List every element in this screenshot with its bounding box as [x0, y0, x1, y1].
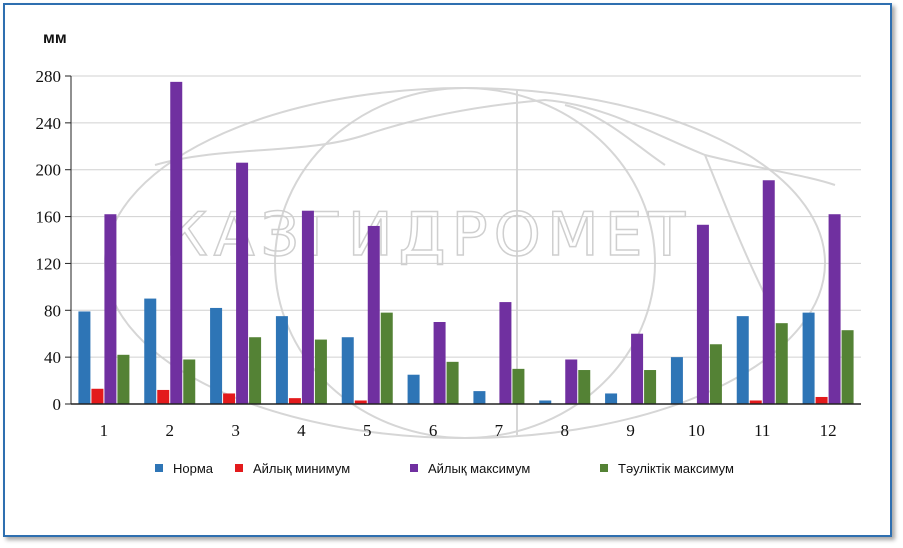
bar-айлық-максимум	[170, 81, 183, 404]
legend-swatch	[155, 464, 163, 472]
bar-тәуліктік-максимум	[644, 370, 657, 404]
x-axis: 1 2 3 4 5 6 7 8 9 10 11 12	[71, 403, 861, 440]
bar-айлық-минимум	[354, 400, 367, 404]
bar-айлық-максимум	[433, 322, 446, 404]
bar-норма	[275, 316, 288, 404]
bar-айлық-минимум	[288, 398, 301, 404]
bar-норма	[78, 311, 91, 404]
bar-айлық-минимум	[749, 400, 762, 404]
bars	[78, 81, 854, 404]
bar-айлық-минимум	[157, 389, 170, 404]
y-axis-unit-label: мм	[43, 30, 67, 47]
bar-норма	[670, 357, 683, 404]
bar-норма	[539, 400, 552, 404]
y-tick-label: 0	[53, 395, 62, 414]
bar-айлық-максимум	[828, 214, 841, 404]
legend-label: Тәуліктік максимум	[618, 461, 734, 476]
bar-айлық-максимум	[631, 333, 644, 404]
gridlines	[71, 75, 861, 358]
x-tick-label: 12	[820, 421, 837, 440]
bar-тәуліктік-максимум	[314, 339, 327, 404]
bar-тәуліктік-максимум	[841, 330, 854, 404]
bar-норма	[802, 312, 815, 404]
bar-айлық-минимум	[223, 393, 236, 404]
bar-норма	[144, 298, 157, 404]
bar-айлық-минимум	[815, 396, 828, 404]
bar-тәуліктік-максимум	[709, 344, 722, 404]
bar-айлық-максимум	[301, 210, 314, 404]
watermark-text: КАЗГИДРОМЕТ	[165, 200, 691, 270]
x-tick-label: 1	[100, 421, 109, 440]
y-tick-label: 80	[44, 301, 61, 320]
y-tick-label: 160	[36, 208, 62, 227]
bar-норма	[473, 391, 486, 404]
bar-айлық-максимум	[565, 359, 578, 404]
bar-айлық-максимум	[762, 180, 775, 404]
x-tick-label: 7	[495, 421, 504, 440]
bar-норма	[210, 307, 223, 404]
bar-айлық-минимум	[91, 388, 104, 404]
bar-тәуліктік-максимум	[249, 337, 262, 404]
x-tick-label: 11	[754, 421, 770, 440]
y-tick-label: 240	[36, 114, 62, 133]
x-tick-label: 4	[297, 421, 306, 440]
bar-тәуліктік-максимум	[380, 312, 393, 404]
x-tick-label: 3	[231, 421, 240, 440]
legend-label: Айлық максимум	[428, 461, 530, 476]
watermark-logo: КАЗГИДРОМЕТ	[104, 87, 836, 439]
bar-тәуліктік-максимум	[117, 354, 130, 404]
y-tick-label: 120	[36, 254, 62, 273]
bar-тәуліктік-максимум	[578, 370, 591, 404]
x-tick-label: 8	[561, 421, 570, 440]
bar-норма	[605, 393, 618, 404]
bar-айлық-максимум	[696, 224, 709, 404]
bar-айлық-максимум	[367, 225, 380, 404]
legend-label: Норма	[173, 461, 214, 476]
bar-айлық-максимум	[499, 302, 512, 404]
bar-норма	[407, 374, 420, 404]
x-tick-label: 2	[166, 421, 175, 440]
y-tick-label: 200	[36, 161, 62, 180]
bar-айлық-максимум	[236, 162, 249, 404]
x-tick-label: 9	[626, 421, 635, 440]
legend-swatch	[600, 464, 608, 472]
bar-тәуліктік-максимум	[446, 361, 459, 404]
bar-тәуліктік-максимум	[775, 323, 788, 404]
bar-тәуліктік-максимум	[183, 359, 196, 404]
legend-swatch	[410, 464, 418, 472]
legend-label: Айлық минимум	[253, 461, 350, 476]
y-tick-label: 40	[44, 348, 61, 367]
bar-тәуліктік-максимум	[512, 368, 525, 404]
x-tick-label: 6	[429, 421, 438, 440]
legend: Норма Айлық минимум Айлық максимум Тәулікті…	[155, 461, 734, 476]
bar-норма	[341, 337, 354, 404]
x-tick-label: 5	[363, 421, 372, 440]
y-tick-label: 280	[36, 67, 62, 86]
bar-норма	[736, 316, 749, 404]
x-tick-label: 10	[688, 421, 705, 440]
y-axis: 0 40 80 120 160 200 240 280	[36, 67, 72, 414]
bar-айлық-максимум	[104, 214, 117, 404]
legend-swatch	[235, 464, 243, 472]
